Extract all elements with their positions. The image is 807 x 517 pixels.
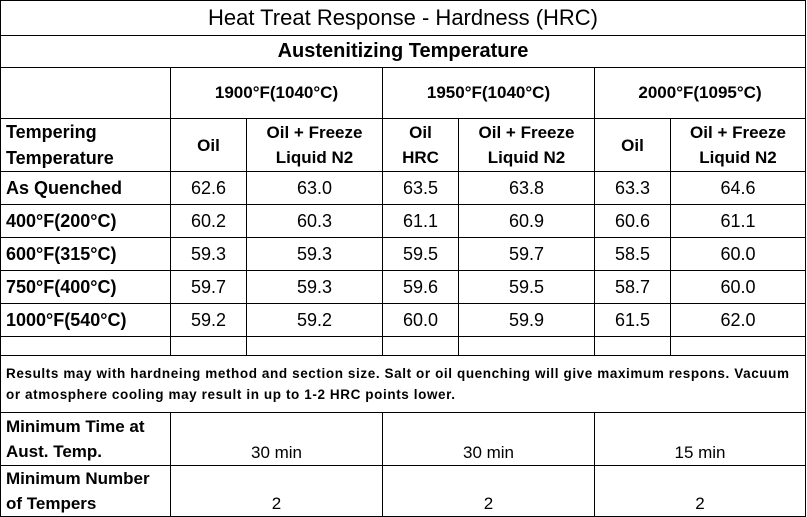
table-row: 750°F(400°C) 59.7 59.3 59.6 59.5 58.7 60… bbox=[0, 270, 807, 304]
hardness-value: 59.3 bbox=[246, 237, 383, 271]
min-tempers-value: 2 bbox=[593, 465, 807, 517]
hardness-value: 59.2 bbox=[170, 303, 247, 337]
hardness-value: 60.9 bbox=[458, 204, 595, 238]
hardness-value: 58.5 bbox=[594, 237, 671, 271]
table-subtitle: Austenitizing Temperature bbox=[0, 35, 807, 68]
row-label: 750°F(400°C) bbox=[0, 270, 171, 304]
temp-header-2000: 2000°F(1095°C) bbox=[593, 67, 807, 119]
results-note: Results may with hardneing method and se… bbox=[0, 355, 807, 413]
table-title: Heat Treat Response - Hardness (HRC) bbox=[0, 0, 807, 36]
hardness-value: 59.9 bbox=[458, 303, 595, 337]
hardness-value: 59.7 bbox=[458, 237, 595, 271]
hardness-value: 62.0 bbox=[669, 303, 807, 337]
hardness-value: 63.8 bbox=[458, 171, 595, 205]
min-tempers-value: 2 bbox=[382, 465, 595, 517]
method-header-2: Oil + Freeze Liquid N2 bbox=[246, 118, 383, 172]
hardness-value: 61.1 bbox=[382, 204, 459, 238]
hardness-value: 61.1 bbox=[669, 204, 807, 238]
method-line1: Oil bbox=[197, 135, 220, 155]
method-line2: Liquid N2 bbox=[699, 148, 777, 167]
method-line2: Liquid N2 bbox=[487, 148, 566, 167]
tempering-label-line2: Temperature bbox=[6, 148, 114, 168]
hardness-value: 59.5 bbox=[458, 270, 595, 304]
method-header-5: Oil bbox=[594, 118, 671, 172]
hardness-value: 60.0 bbox=[669, 270, 807, 304]
min-time-value: 30 min bbox=[382, 412, 595, 466]
hardness-value: 64.6 bbox=[669, 171, 807, 205]
min-time-label: Minimum Time at Aust. Temp. bbox=[0, 412, 171, 466]
hardness-value: 59.5 bbox=[382, 237, 459, 271]
table-row: 400°F(200°C) 60.2 60.3 61.1 60.9 60.6 61… bbox=[0, 204, 807, 238]
hardness-value: 58.7 bbox=[594, 270, 671, 304]
method-header-1: Oil bbox=[170, 118, 247, 172]
hardness-value: 59.3 bbox=[246, 270, 383, 304]
hardness-value: 60.0 bbox=[669, 237, 807, 271]
method-line1: Oil + Freeze bbox=[478, 123, 575, 142]
hardness-value: 61.5 bbox=[594, 303, 671, 337]
hardness-value: 59.2 bbox=[246, 303, 383, 337]
tempering-label-line1: Tempering bbox=[6, 122, 97, 142]
table-row: 1000°F(540°C) 59.2 59.2 60.0 59.9 61.5 6… bbox=[0, 303, 807, 337]
hardness-value: 59.6 bbox=[382, 270, 459, 304]
min-time-value: 15 min bbox=[593, 412, 807, 466]
min-tempers-value: 2 bbox=[170, 465, 383, 517]
min-time-value: 30 min bbox=[170, 412, 383, 466]
min-time-label-line2: Aust. Temp. bbox=[6, 442, 103, 461]
temp-header-1900: 1900°F(1040°C) bbox=[170, 67, 383, 119]
hardness-value: 60.0 bbox=[382, 303, 459, 337]
row-label: As Quenched bbox=[0, 171, 171, 205]
method-line1: Oil + Freeze bbox=[266, 123, 363, 142]
hardness-value: 63.5 bbox=[382, 171, 459, 205]
row-label: 600°F(315°C) bbox=[0, 237, 171, 271]
row-label: 400°F(200°C) bbox=[0, 204, 171, 238]
method-line1: Oil + Freeze bbox=[690, 123, 786, 142]
hardness-value: 63.3 bbox=[594, 171, 671, 205]
table-row: As Quenched 62.6 63.0 63.5 63.8 63.3 64.… bbox=[0, 171, 807, 205]
min-tempers-label-line2: of Tempers bbox=[6, 494, 97, 513]
method-line2: Liquid N2 bbox=[275, 148, 354, 167]
method-line1: Oil bbox=[621, 135, 644, 155]
method-header-3: Oil HRC bbox=[382, 118, 459, 172]
method-line1: Oil bbox=[409, 123, 432, 142]
hardness-value: 62.6 bbox=[170, 171, 247, 205]
row-label: 1000°F(540°C) bbox=[0, 303, 171, 337]
min-tempers-label: Minimum Number of Tempers bbox=[0, 465, 171, 517]
hardness-value: 63.0 bbox=[246, 171, 383, 205]
hardness-value: 59.7 bbox=[170, 270, 247, 304]
tempering-temperature-header: Tempering Temperature bbox=[0, 118, 171, 172]
hardness-value: 60.6 bbox=[594, 204, 671, 238]
temp-header-1950: 1950°F(1040°C) bbox=[382, 67, 595, 119]
spacer-row bbox=[0, 336, 807, 356]
method-header-4: Oil + Freeze Liquid N2 bbox=[458, 118, 595, 172]
table-row: 600°F(315°C) 59.3 59.3 59.5 59.7 58.5 60… bbox=[0, 237, 807, 271]
method-header-6: Oil + Freeze Liquid N2 bbox=[669, 118, 807, 172]
min-time-label-line1: Minimum Time at bbox=[6, 417, 145, 436]
hardness-value: 60.2 bbox=[170, 204, 247, 238]
hardness-value: 59.3 bbox=[170, 237, 247, 271]
hardness-value: 60.3 bbox=[246, 204, 383, 238]
method-line2: HRC bbox=[402, 148, 439, 167]
min-tempers-label-line1: Minimum Number bbox=[6, 469, 150, 488]
empty-corner-cell bbox=[0, 67, 171, 119]
